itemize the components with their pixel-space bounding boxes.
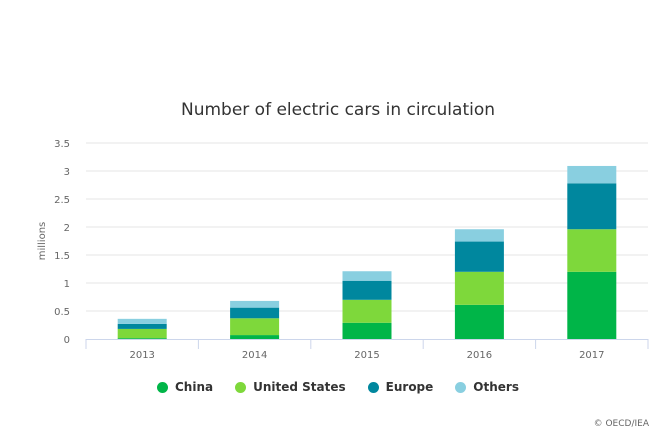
y-tick-label: 2 [64,223,70,234]
x-tick-label: 2013 [129,350,154,361]
legend-label: Europe [385,380,434,394]
legend-marker-icon [367,381,379,393]
legend-item[interactable]: Others [455,380,519,394]
legend-item[interactable]: United States [235,380,346,394]
bar-china-2016 [454,304,504,339]
bar-others-2017 [567,165,617,184]
bar-europe-2017 [567,183,617,230]
bar-china-2017 [567,271,617,339]
legend-marker-icon [235,381,247,393]
bar-others-2016 [454,229,504,242]
legend-label: Others [473,380,519,394]
bar-others-2015 [342,271,392,281]
bar-others-2013 [117,318,167,324]
bar-europe-2016 [454,241,504,272]
bar-europe-2014 [230,307,280,319]
legend: China United States Europe Others [0,380,661,394]
y-tick-label: 2.5 [54,195,70,206]
bar-united-states-2014 [230,318,280,336]
y-tick-label: 3.5 [54,139,70,150]
bar-china-2013 [117,338,167,339]
x-tick-label: 2017 [579,350,604,361]
bar-europe-2013 [117,323,167,329]
legend-item[interactable]: Europe [367,380,434,394]
y-tick-label: 1 [64,279,70,290]
bar-united-states-2017 [567,229,617,272]
chart-title: Number of electric cars in circulation [180,100,496,120]
y-axis-label: millions [37,222,48,261]
legend-label: China [175,380,214,394]
bar-united-states-2016 [454,271,504,305]
x-tick-label: 2016 [467,350,492,361]
x-tick-label: 2014 [242,350,267,361]
bar-europe-2015 [342,280,392,300]
y-tick-label: 1.5 [54,251,70,262]
legend-label: United States [253,380,346,394]
copyright-credit: © OECD/IEA [593,419,649,429]
legend-marker-icon [455,381,467,393]
bar-china-2015 [342,322,392,339]
bar-china-2014 [230,335,280,339]
legend-item[interactable]: China [157,380,213,394]
y-tick-label: 0.5 [54,307,70,318]
bar-others-2014 [230,300,280,308]
y-tick-label: 0 [64,335,70,346]
legend-marker-icon [157,381,168,393]
bar-united-states-2013 [117,328,167,339]
y-tick-label: 3 [64,167,70,178]
bar-united-states-2015 [342,299,392,323]
x-tick-label: 2015 [354,350,379,361]
